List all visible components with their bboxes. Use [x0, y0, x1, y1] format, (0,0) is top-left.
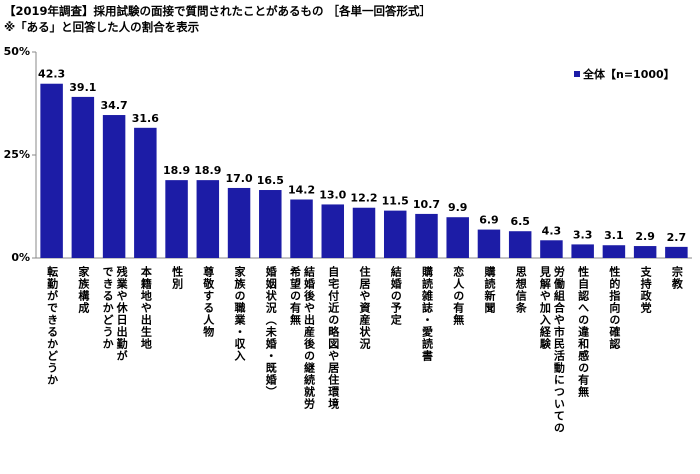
x-tick-label: 思想信条: [514, 266, 528, 314]
value-label: 2.9: [635, 230, 655, 243]
value-label: 39.1: [69, 81, 96, 94]
x-tick-label: 購読新聞: [482, 266, 496, 314]
bar: [571, 244, 594, 258]
bar: [477, 229, 501, 258]
legend-swatch: [574, 71, 580, 77]
bar: [259, 190, 282, 258]
bar: [71, 96, 95, 259]
value-label: 16.5: [257, 174, 284, 187]
x-tick-label: 宗教: [670, 266, 684, 290]
bar: [196, 180, 220, 258]
value-label: 18.9: [194, 164, 221, 177]
x-tick-label: 性自認への違和感の有無: [576, 266, 590, 398]
bar: [508, 231, 532, 258]
x-tick-label: 家族の職業・収入: [233, 266, 247, 362]
x-tick-label: 性別: [170, 266, 184, 290]
bar: [415, 213, 438, 258]
x-tick-label: 購読雑誌・愛読書: [420, 266, 434, 362]
value-label: 2.7: [667, 231, 687, 244]
bar: [165, 180, 188, 258]
x-tick-label: 性的指向の確認: [607, 266, 621, 350]
bar: [383, 210, 407, 258]
value-label: 3.1: [604, 229, 624, 242]
bar: [227, 187, 251, 258]
bar: [602, 245, 626, 258]
bar: [633, 246, 657, 258]
value-label: 17.0: [225, 172, 252, 185]
x-tick-label: 労働組合や市民活動についての 見解や加入経験: [538, 266, 566, 434]
value-label: 4.3: [542, 224, 562, 237]
bar: [665, 246, 688, 258]
value-label: 3.3: [573, 228, 593, 241]
x-tick-label: 住居や資産状況: [358, 266, 371, 350]
x-tick-label: 結婚後や出産後の継続就労 希望の有無: [288, 266, 316, 410]
x-tick-label: 本籍地や出生地: [139, 266, 153, 350]
x-tick-label: 転勤ができるかどうか: [45, 266, 59, 386]
bar: [446, 217, 469, 258]
x-tick-label: 恋人の有無: [451, 266, 465, 326]
bar: [40, 83, 63, 258]
value-label: 6.9: [479, 214, 499, 227]
value-label: 11.5: [382, 195, 409, 208]
x-tick-label: 婚姻状況（未婚・既婚）: [264, 266, 278, 398]
value-label: 42.3: [38, 68, 65, 81]
bar: [102, 115, 126, 258]
value-label: 6.5: [510, 215, 530, 228]
x-tick-label: 残業や休日出勤が できるかどうか: [101, 266, 129, 362]
value-label: 34.7: [101, 99, 128, 112]
x-tick-label: 支持政党: [639, 266, 653, 314]
bar: [321, 204, 345, 258]
value-label: 9.9: [448, 201, 468, 214]
chart-title: 【2019年調査】採用試験の面接で質問されたことがあるもの ［各単一回答形式］: [4, 4, 432, 18]
x-tick-label: 家族構成: [76, 266, 90, 314]
legend-label: 全体【n=1000】: [582, 67, 675, 81]
value-label: 31.6: [132, 112, 159, 125]
bar: [540, 240, 563, 258]
bar: [352, 207, 376, 258]
value-label: 12.2: [350, 192, 377, 205]
value-label: 13.0: [319, 188, 346, 201]
bar: [290, 199, 313, 258]
value-label: 10.7: [413, 198, 440, 211]
x-tick-label: 自宅付近の略図や居住環境: [326, 266, 340, 410]
value-label: 18.9: [163, 164, 190, 177]
y-tick-label: 50%: [4, 45, 30, 58]
value-label: 14.2: [288, 183, 315, 196]
y-tick-label: 25%: [4, 148, 30, 161]
bar: [134, 127, 157, 258]
x-tick-label: 尊敬する人物: [201, 266, 215, 338]
y-tick-label: 0%: [11, 251, 30, 264]
x-tick-label: 結婚の予定: [389, 266, 403, 326]
chart-subtitle: ※「ある」と回答した人の割合を表示: [4, 20, 200, 34]
